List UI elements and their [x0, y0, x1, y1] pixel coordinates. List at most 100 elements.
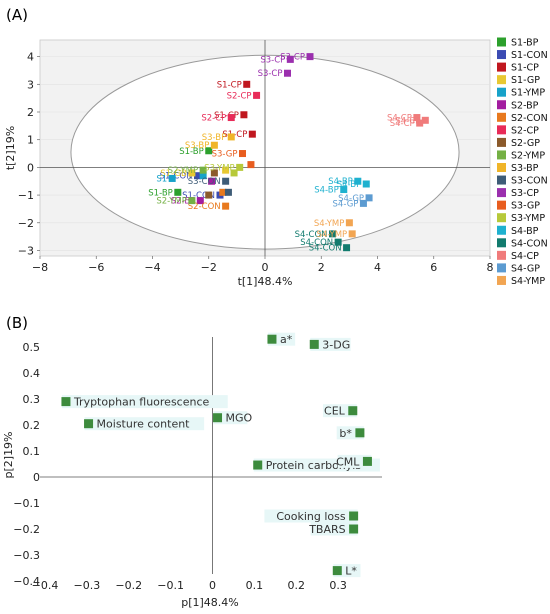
x-tick-label: 0: [262, 261, 269, 274]
point-s1-bp: [205, 147, 213, 155]
plot-a-ticks: −8 −6 −4 −2 0 2 4 6 8 −3 −2 −1 0 1 2 3 4: [18, 51, 494, 274]
point-label-s3-bp: S3-BP: [185, 141, 210, 151]
y-tick-label: −0.4: [13, 575, 40, 588]
x-tick-label: −0.3: [74, 579, 101, 592]
point-s1-ymp: [199, 172, 207, 180]
loading-point-3-dg: [309, 339, 319, 349]
point-s1-ymp: [168, 174, 176, 182]
y-tick-label: 2: [27, 106, 34, 119]
point-label-s4-con: S4-CON: [300, 238, 333, 248]
point-s3-cp: [284, 69, 291, 77]
y-tick-label: 0.5: [23, 341, 41, 354]
legend-swatch-s1-cp: [497, 62, 506, 72]
point-s3-gp: [247, 161, 255, 169]
point-label-s1-cp: S1-CP: [222, 130, 247, 140]
point-label-s4-con: S4-CON: [295, 230, 328, 240]
x-axis-title-b: p[1]48.4%: [181, 596, 239, 609]
x-tick-label: −0.1: [157, 579, 184, 592]
point-s2-ymp: [199, 166, 207, 174]
legend-label-s3-ymp: S3-YMP: [511, 213, 545, 224]
point-label-s4-ymp: S4-YMP: [314, 219, 345, 229]
point-label-s1-con: S1-CON: [182, 191, 215, 201]
point-label-s4-gp: S4-GP: [333, 199, 359, 209]
y-tick-label: 1: [27, 134, 34, 147]
point-label-s3-con: S3-CON: [188, 177, 221, 187]
legend-label-s1-bp: S1-BP: [511, 38, 539, 49]
point-s1-con: [194, 172, 201, 180]
loading-label-protein-carbonyls: Protein carbonyls: [266, 459, 362, 472]
point-label-s4-cp: S4-CP: [395, 116, 420, 126]
x-tick-label: −0.4: [32, 579, 59, 592]
legend-swatch-s1-gp: [497, 75, 506, 85]
plot-a-zero-axes: [40, 40, 490, 256]
point-s3-bp: [210, 141, 218, 149]
loading-label-mgo: MGO: [226, 412, 253, 425]
legend-swatch-s1-con: [497, 50, 506, 60]
y-tick-label: −0.1: [13, 497, 40, 510]
point-s4-cp: [416, 119, 424, 127]
point-label-s2-bp: S2-BP: [171, 197, 196, 207]
legend-label-s1-cp: S1-CP: [511, 63, 539, 74]
point-label-s4-cp: S4-CP: [387, 114, 412, 124]
y-tick-label: −1: [18, 189, 34, 202]
point-s3-ymp: [230, 169, 238, 177]
y-tick-label: 4: [27, 51, 34, 64]
x-tick-label: 0.2: [288, 579, 306, 592]
y-tick-label: 0.1: [23, 445, 41, 458]
loading-point-b: [355, 428, 365, 438]
point-s2-bp: [196, 197, 204, 205]
point-s3-con: [222, 177, 230, 185]
x-tick-label: −8: [32, 261, 48, 274]
loading-label-a: a*: [280, 333, 293, 346]
x-axis-title-a: t[1]48.4%: [238, 275, 293, 288]
legend-swatch-s2-gp: [497, 137, 506, 147]
point-label-s3-cp: S3-CP: [260, 55, 285, 65]
legend-swatch-s4-con: [497, 238, 506, 248]
point-s1-gp: [188, 169, 196, 177]
y-tick-label: −0.2: [13, 523, 40, 536]
point-s3-ymp: [236, 163, 244, 171]
legend-swatch-s3-ymp: [497, 213, 506, 223]
point-label-s1-cp: S1-CP: [214, 111, 239, 121]
point-s4-cp: [421, 116, 429, 124]
point-s2-ymp: [188, 197, 196, 205]
point-s3-gp: [239, 150, 246, 158]
legend-swatch-s4-gp: [497, 263, 506, 273]
legend-label-s1-ymp: S1-YMP: [511, 88, 545, 99]
legend-label-s3-con: S3-CON: [511, 176, 548, 187]
panel-label-a: (A): [6, 6, 28, 24]
loading-point-tbars: [349, 524, 359, 534]
point-s4-ymp: [348, 230, 356, 238]
point-s1-cp: [243, 80, 251, 88]
loading-label-l: L*: [345, 565, 357, 578]
point-s4-bp: [362, 180, 370, 188]
point-s1-bp: [174, 188, 182, 196]
point-s4-con: [334, 238, 342, 246]
point-s1-cp: [240, 111, 248, 119]
point-s4-con: [343, 244, 351, 252]
point-label-s1-con: S1-CON: [160, 172, 193, 182]
x-tick-label: 8: [487, 261, 494, 274]
loading-point-moisture-content: [84, 419, 94, 429]
plot-b-axes: [40, 337, 382, 574]
point-label-highlight: [264, 509, 358, 523]
loading-label-b: b*: [339, 427, 352, 440]
y-tick-label: −2: [18, 217, 34, 230]
legend-label-s2-gp: S2-GP: [511, 138, 540, 149]
point-s4-cp: [413, 114, 421, 122]
point-s3-cp: [306, 53, 314, 61]
legend-label-s3-cp: S3-CP: [511, 188, 539, 199]
point-label-s4-bp: S4-BP: [314, 186, 339, 196]
y-tick-label: −3: [18, 244, 34, 257]
legend-swatch-s1-bp: [497, 37, 506, 47]
y-tick-label: 0: [33, 471, 40, 484]
legend-label-s2-con: S2-CON: [511, 113, 548, 124]
plot-b-ticks: −0.4 −0.3 −0.2 −0.1 0 0.1 0.2 0.3 −0.4 −0.3 −0.2 −0…: [13, 341, 347, 592]
loading-point-l: [332, 566, 342, 576]
legend-label-s4-cp: S4-CP: [511, 251, 539, 262]
loading-point-protein-carbonyls: [253, 460, 263, 470]
y-tick-label: 0.3: [23, 393, 41, 406]
legend: S1-BPS1-CONS1-CPS1-GPS1-YMPS2-BPS2-CONS2…: [497, 37, 548, 287]
point-label-s3-cp: S3-CP: [258, 69, 283, 79]
loading-label-moisture-content: Moisture content: [97, 418, 191, 431]
